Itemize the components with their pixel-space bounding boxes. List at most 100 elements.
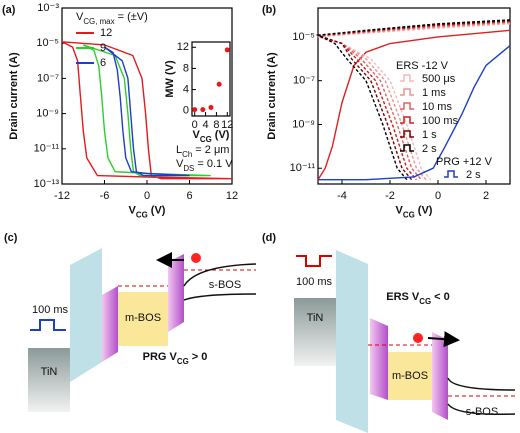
- electrode-label: TiN: [307, 312, 324, 324]
- text-part: (V): [415, 204, 433, 216]
- series-line: [104, 46, 190, 177]
- x-axis-label: VCG (V): [129, 204, 166, 219]
- y-tick-label: 0: [183, 105, 189, 117]
- point: [216, 81, 222, 87]
- barrier: [432, 332, 448, 420]
- plot-frame: [191, 41, 231, 117]
- band-diagram-d: (d) 100 ms TiN m-BOS s-BOS ERS VCG < 0: [262, 232, 516, 433]
- legend-swatch: [400, 102, 414, 110]
- electrode: [294, 298, 336, 366]
- text-part: L: [176, 144, 182, 156]
- middle-layer: [118, 292, 168, 346]
- legend-swatch: [400, 74, 414, 82]
- annotation: VDS = 0.1 V: [176, 158, 233, 173]
- band-diagram-c: (c) TiN m-BOS s-BOS 100 ms PRG VCG > 0: [4, 232, 257, 412]
- legend-label: 1 s: [422, 129, 437, 141]
- x-tick-label: 12: [221, 119, 233, 131]
- middle-label: m-BOS: [125, 312, 161, 324]
- series-line: [317, 22, 511, 181]
- barrier: [168, 254, 184, 332]
- pulse-label: 100 ms: [32, 304, 69, 316]
- electron: [413, 333, 423, 343]
- barrier: [102, 286, 118, 362]
- legend-heading: ERS -12 V: [396, 60, 449, 72]
- annotation: LCh = 2 μm: [176, 144, 229, 159]
- y-tick-label: 4: [183, 83, 189, 95]
- text-part: = (±V): [115, 11, 148, 23]
- legend-swatch: [444, 170, 458, 178]
- y-tick-label: 10⁻³: [37, 2, 59, 14]
- panel-label: (d): [262, 232, 276, 244]
- band-edge: [183, 293, 257, 301]
- text-part: = 0.1 V: [194, 158, 233, 170]
- y-tick-label: 12: [177, 41, 189, 53]
- text-part: CG: [403, 210, 415, 219]
- series-line: [318, 45, 511, 181]
- channel-label: s-BOS: [209, 279, 241, 291]
- series-line: [317, 20, 511, 181]
- y-axis-label: Drain current (A): [266, 52, 278, 140]
- y-tick-label: 10⁻⁷: [293, 75, 315, 87]
- x-tick-label: 4: [203, 119, 209, 131]
- series-line: [61, 41, 233, 180]
- channel-label: s-BOS: [466, 406, 498, 418]
- text-part: PRG V: [143, 351, 178, 363]
- x-tick-label: -4: [337, 190, 347, 202]
- text-part: ERS V: [386, 291, 420, 303]
- legend-label: 500 μs: [422, 73, 456, 85]
- legend-label: 2 s: [422, 143, 437, 155]
- y-tick-label: 10⁻⁵: [292, 31, 315, 43]
- point: [192, 107, 198, 113]
- pulse: [296, 255, 332, 267]
- barrier: [370, 318, 388, 400]
- x-tick-label: 0: [435, 190, 441, 202]
- panel-label: (c): [4, 232, 18, 244]
- text-part: (V): [148, 204, 166, 216]
- legend-label: 100 ms: [422, 115, 459, 127]
- y-tick-label: 10⁻¹³: [34, 178, 60, 190]
- legend-heading: PRG +12 V: [436, 156, 493, 168]
- x-tick-label: 12: [226, 190, 238, 202]
- x-axis-label: VCG (V): [193, 129, 230, 144]
- panel-label: (b): [262, 4, 276, 16]
- series-line: [315, 19, 511, 181]
- middle-layer: [388, 352, 432, 400]
- legend-label: 10 ms: [422, 101, 452, 113]
- x-axis-label: VCG (V): [396, 204, 433, 219]
- text-part: V: [76, 11, 84, 23]
- x-tick-label: 6: [186, 190, 192, 202]
- legend-label: 9: [100, 42, 106, 54]
- caption: PRG VCG > 0: [143, 351, 208, 366]
- text-part: < 0: [431, 291, 450, 303]
- band-edge: [183, 263, 257, 287]
- point: [208, 105, 214, 111]
- oxide: [336, 250, 368, 433]
- x-tick-label: -12: [54, 190, 70, 202]
- y-tick-label: 10⁻¹¹: [34, 143, 60, 155]
- text-part: (V): [212, 129, 230, 141]
- move-arrow: [427, 331, 460, 348]
- y-tick-label: 10⁻⁹: [36, 108, 59, 120]
- caption: ERS VCG < 0: [386, 291, 450, 306]
- electron: [191, 253, 201, 263]
- y-tick-label: 10⁻⁵: [36, 37, 59, 49]
- text-part: > 0: [189, 351, 208, 363]
- text-part: DS: [183, 164, 194, 173]
- plot-frame: [317, 7, 511, 185]
- band-edge: [447, 377, 516, 391]
- text-part: CG: [419, 297, 431, 306]
- series-line: [317, 19, 511, 181]
- y-tick-label: 10⁻⁹: [292, 118, 315, 130]
- x-tick-label: 2: [483, 190, 489, 202]
- x-tick-label: 0: [192, 119, 198, 131]
- text-part: CG: [136, 210, 148, 219]
- oxide: [70, 248, 102, 382]
- legend-label: 12: [100, 27, 112, 39]
- band-edge: [447, 403, 516, 416]
- text-part: Ch: [182, 150, 192, 159]
- point: [224, 47, 230, 53]
- y-axis-label: MW (V): [164, 60, 176, 98]
- text-part: V: [176, 158, 184, 170]
- series-line: [317, 29, 511, 181]
